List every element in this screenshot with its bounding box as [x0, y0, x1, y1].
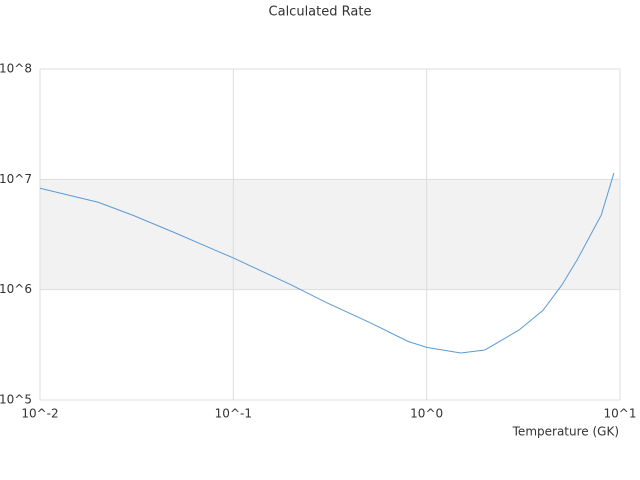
y-tick-label: 10^6	[0, 282, 32, 296]
x-axis-label: Temperature (GK)	[512, 425, 619, 439]
y-tick-label: 10^8	[0, 62, 32, 76]
data-line	[39, 172, 615, 354]
grid-band	[40, 179, 620, 290]
y-tick-label: 10^7	[0, 172, 32, 186]
x-tick-label: 10^-2	[21, 407, 58, 421]
x-tick-label: 10^0	[410, 407, 443, 421]
x-tick-label: 10^1	[604, 407, 637, 421]
chart-title: Calculated Rate	[269, 5, 372, 20]
x-tick-label: 10^-1	[215, 407, 252, 421]
y-tick-label: 10^5	[0, 393, 32, 407]
